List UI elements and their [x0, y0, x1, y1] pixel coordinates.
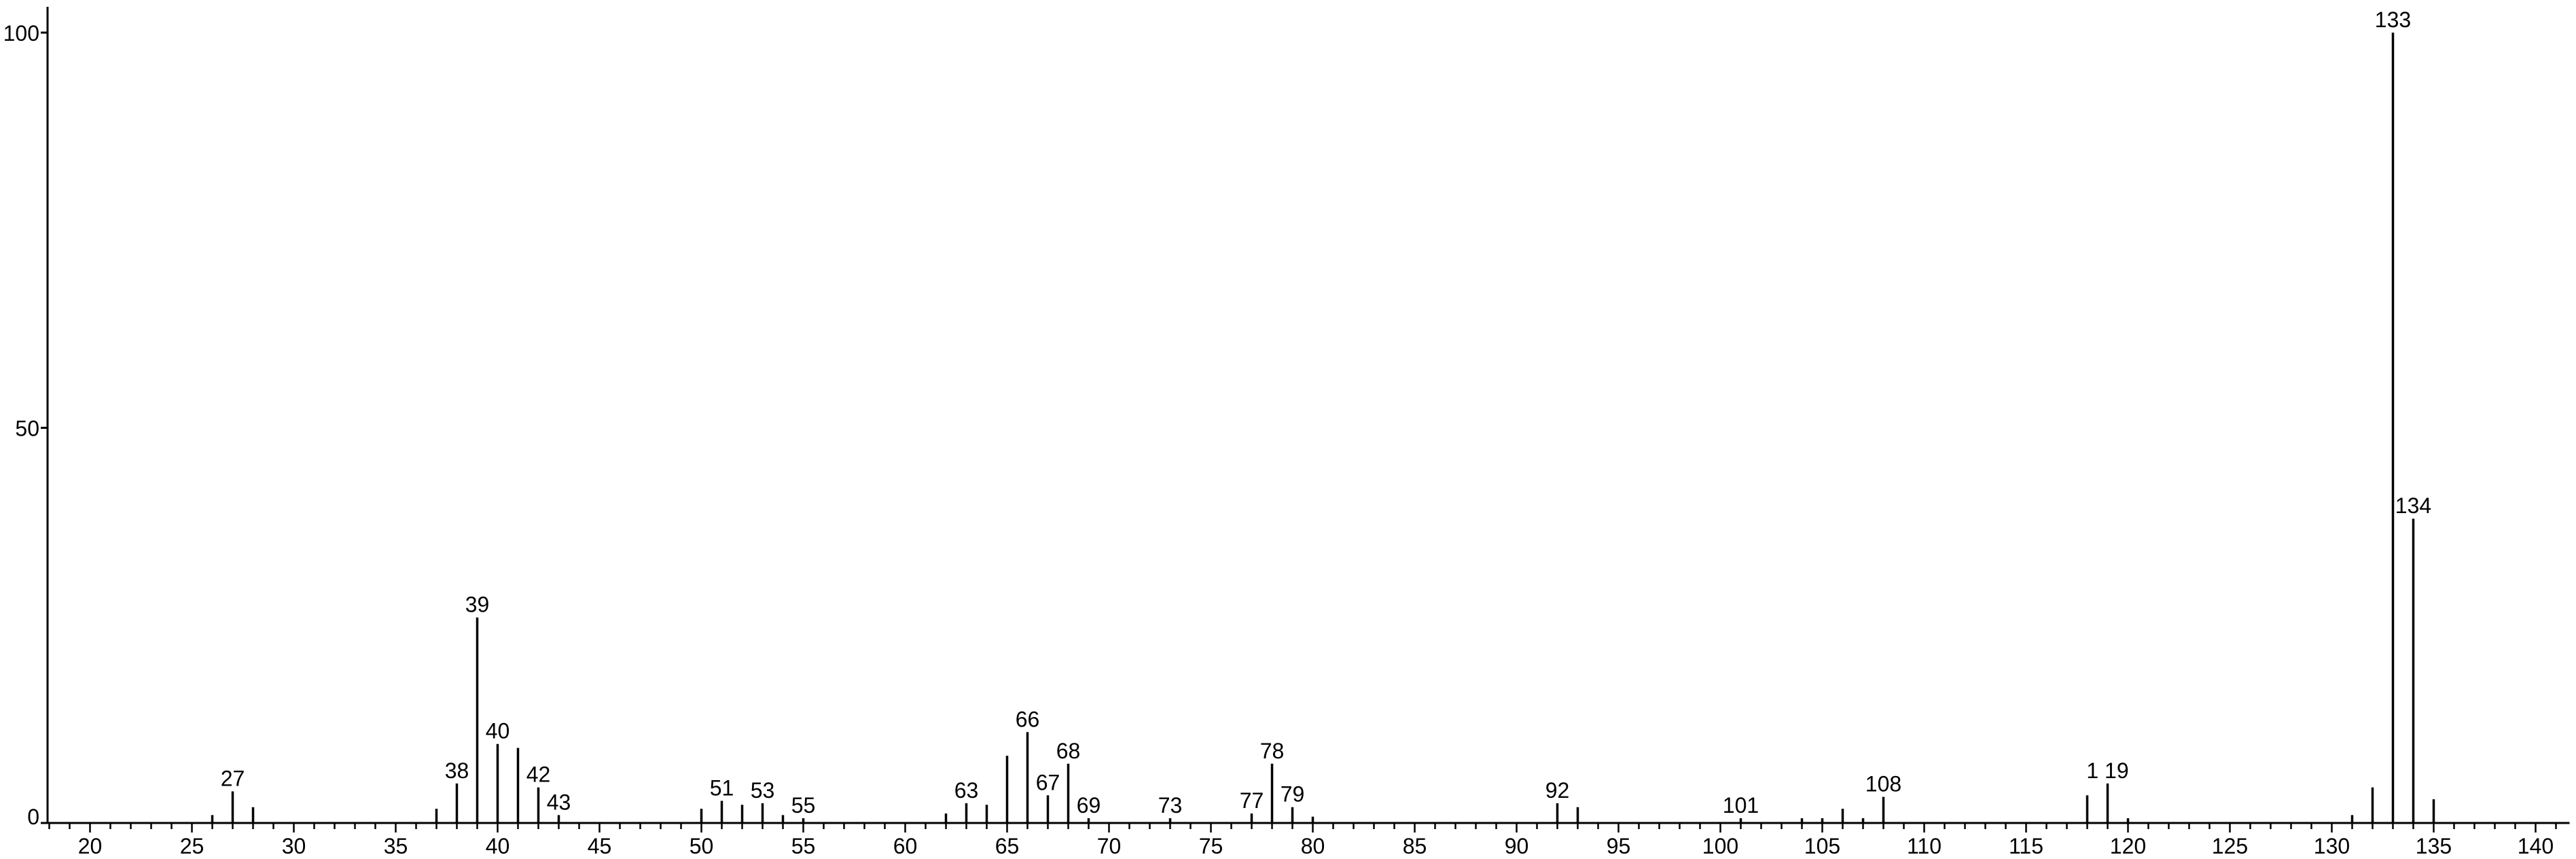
x-tick-label: 125 — [2212, 834, 2248, 858]
x-tick-label: 70 — [1097, 834, 1122, 858]
x-tick-label: 85 — [1403, 834, 1427, 858]
peak-label-68: 68 — [1056, 739, 1081, 763]
peak-label-67: 67 — [1036, 770, 1060, 794]
x-tick-label: 45 — [588, 834, 612, 858]
x-tick-label: 120 — [2110, 834, 2146, 858]
peak-label-77: 77 — [1240, 788, 1264, 813]
x-tick-label: 25 — [180, 834, 204, 858]
x-tick-label: 20 — [78, 834, 103, 858]
x-tick-label: 115 — [2009, 834, 2043, 858]
x-tick-label: 90 — [1505, 834, 1529, 858]
peak-label-63: 63 — [954, 778, 979, 803]
y-tick-label: 50 — [15, 417, 39, 441]
peak-label-53: 53 — [751, 778, 775, 803]
x-tick-label: 35 — [384, 834, 408, 858]
peak-label-92: 92 — [1545, 778, 1570, 803]
x-tick-label: 110 — [1907, 834, 1942, 858]
peak-labels: 27 38 39 40 42 43 51 53 55 63 66 67 68 69 73 77 78 79 92 10… — [221, 7, 2431, 818]
x-tick-label: 95 — [1607, 834, 1631, 858]
x-tick-label: 135 — [2416, 834, 2452, 858]
x-tick-label: 105 — [1804, 834, 1840, 858]
peak-label-133: 133 — [2375, 7, 2411, 32]
peak-label-43: 43 — [547, 790, 571, 814]
x-tick-label: 55 — [791, 834, 816, 858]
x-tick-label: 60 — [893, 834, 918, 858]
peak-label-55: 55 — [791, 793, 816, 818]
peak-label-69: 69 — [1077, 793, 1101, 818]
peak-label-101: 101 — [1723, 793, 1759, 818]
peak-label-78: 78 — [1260, 739, 1285, 763]
peak-label-51: 51 — [710, 775, 734, 800]
x-tick-label: 130 — [2314, 834, 2350, 858]
x-ticks: 20 25 30 35 40 45 50 55 60 65 70 75 80 85 90 95 100 105 11… — [48, 823, 2557, 858]
x-tick-label: 140 — [2518, 834, 2554, 858]
x-tick-label: 75 — [1199, 834, 1223, 858]
peak-label-38: 38 — [445, 758, 469, 783]
peak-label-42: 42 — [526, 762, 551, 787]
x-tick-label: 65 — [995, 834, 1020, 858]
peak-label-73: 73 — [1158, 793, 1183, 818]
peak-label-39: 39 — [465, 593, 490, 617]
x-tick-label: 50 — [690, 834, 714, 858]
x-tick-label: 30 — [282, 834, 306, 858]
peak-label-134: 134 — [2395, 493, 2431, 518]
peak-label-66: 66 — [1016, 707, 1040, 731]
peak-label-40: 40 — [486, 719, 510, 743]
y-tick-label: 100 — [3, 21, 39, 46]
peaks — [211, 33, 2435, 823]
peak-label-79: 79 — [1281, 782, 1305, 807]
y-tick-label: 0 — [27, 805, 39, 829]
peak-label-119: 1 19 — [2086, 758, 2128, 783]
peak-label-108: 108 — [1865, 772, 1901, 796]
x-tick-label: 80 — [1301, 834, 1325, 858]
axes — [46, 7, 2570, 824]
peak-label-27: 27 — [221, 766, 245, 790]
y-ticks: 0 50 100 — [3, 21, 48, 829]
x-tick-label: 40 — [486, 834, 510, 858]
x-tick-label: 100 — [1702, 834, 1738, 858]
